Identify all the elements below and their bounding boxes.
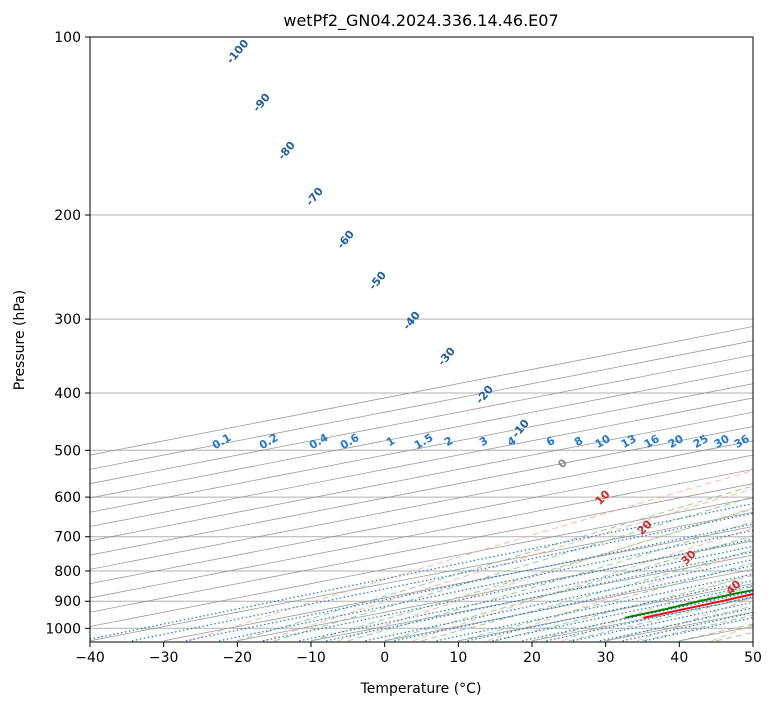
isotherm-line [90,468,753,599]
x-tick-label: −10 [296,650,326,666]
isotherm-line [90,426,753,556]
isotherm-line [90,497,753,627]
y-tick-label: 1000 [45,621,81,637]
isotherm-line [90,440,753,570]
mixing-ratio-line [90,502,753,640]
plot-area [90,37,753,642]
y-axis-title: Pressure (hPa) [12,290,28,390]
mixing-ratio-line [546,596,753,642]
mixing-ratio-line [131,512,753,642]
mixing-ratio-line [218,529,753,642]
y-tick-label: 700 [54,530,81,546]
y-tick-label: 300 [54,312,81,328]
isotherm-line [90,411,753,542]
isotherm-line [90,454,753,585]
moist-adiabat-line [421,549,753,642]
y-tick-label: 600 [54,490,81,506]
y-tick-label: 100 [54,30,81,46]
y-tick-label: 200 [54,208,81,224]
mixing-ratio-line [365,559,753,642]
dry-adiabat-line [188,470,753,642]
moist-adiabat-line [237,485,753,642]
dry-adiabat-line [263,488,753,642]
plot-frame [89,36,754,643]
x-tick-label: −40 [75,650,105,666]
isotherm-line [163,526,753,642]
mixing-ratio-line [521,591,753,642]
y-tick-label: 900 [54,594,81,610]
y-tick-label: 500 [54,443,81,459]
x-tick-label: 40 [670,650,688,666]
moist-adiabat-line [347,521,753,642]
x-tick-label: −20 [223,650,253,666]
moist-adiabat-line [568,596,753,642]
axes: −40 −30 −20 −10 0 10 20 30 40 50 100 200 300 400 500 60… [45,30,762,666]
x-tick-label: 30 [597,650,615,666]
moist-adiabat-line [495,574,753,642]
x-axis-title: Temperature (°C) [360,681,482,697]
y-tick-label: 400 [54,386,81,402]
chart-title: wetPf2_GN04.2024.336.14.46.E07 [283,11,558,31]
x-tick-label: 20 [523,650,541,666]
y-tick-label: 800 [54,564,81,580]
x-tick-label: −30 [149,650,179,666]
x-tick-label: 0 [380,650,389,666]
x-tick-label: 10 [449,650,467,666]
x-tick-label: 50 [744,650,762,666]
background-lines [90,37,753,642]
isotherm-line [90,483,753,613]
mixing-ratio-line [185,523,753,642]
mixing-ratio-line [492,584,753,642]
isotherm-line [90,326,753,456]
mixing-ratio-line [467,579,753,642]
isotherm-line [90,511,753,642]
mixing-ratio-line [572,601,753,642]
